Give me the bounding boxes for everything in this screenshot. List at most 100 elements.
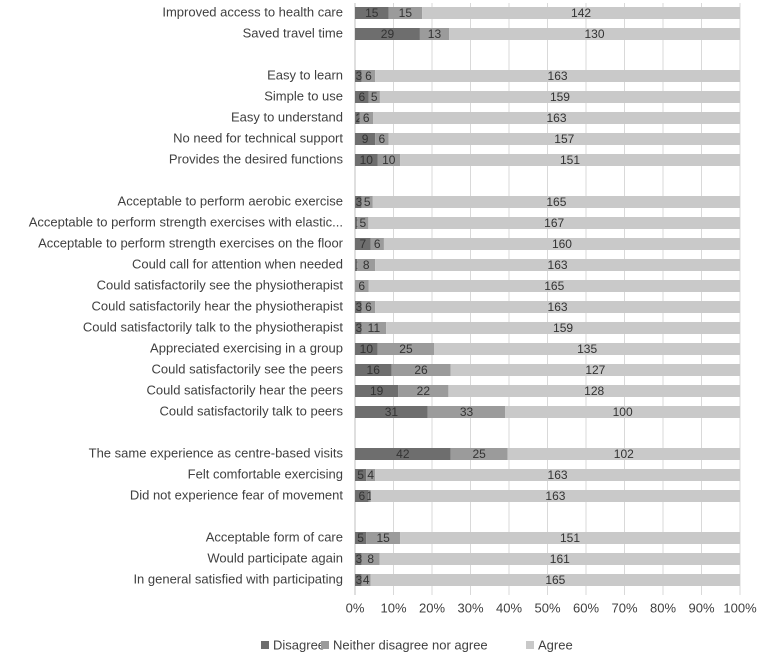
bar-segment [388, 133, 740, 145]
bar-segment [355, 469, 367, 481]
category-label: Could satisfactorily hear the peers [146, 382, 343, 397]
category-label: Could call for attention when needed [132, 256, 343, 271]
value-label: 31 [385, 405, 399, 419]
category-label: Would participate again [207, 550, 343, 565]
bar-segment [361, 196, 373, 208]
value-label: 1 [366, 489, 373, 503]
bar-segment [366, 469, 376, 481]
bar-segment [355, 301, 362, 313]
bar-segment [379, 91, 740, 103]
bar-segment [370, 490, 740, 502]
category-label: Easy to understand [231, 109, 343, 124]
legend-label: Neither disagree nor agree [333, 637, 488, 652]
x-tick-label: 50% [534, 600, 560, 615]
category-label: Acceptable to perform strength exercises… [29, 214, 343, 229]
bar-segment [355, 259, 358, 271]
category-label: Saved travel time [243, 25, 343, 40]
bar-segment [373, 112, 740, 124]
value-label: 142 [571, 6, 591, 20]
value-label: 128 [584, 384, 604, 398]
bar-segment [419, 28, 450, 40]
bar-segment [368, 280, 740, 292]
value-label: 9 [362, 132, 369, 146]
bar-segment [355, 532, 367, 544]
x-tick-label: 100% [723, 600, 757, 615]
value-label: 29 [381, 27, 395, 41]
value-label: 151 [560, 153, 580, 167]
bar-segment [507, 448, 740, 460]
value-label: 163 [548, 69, 568, 83]
value-label: 22 [417, 384, 431, 398]
bar-segment [388, 7, 423, 19]
legend-label: Agree [538, 637, 573, 652]
bar-segment [355, 28, 420, 40]
bar-segment [375, 133, 389, 145]
bar-segment [355, 7, 389, 19]
category-label: Appreciated exercising in a group [150, 340, 343, 355]
value-label: 3 [356, 552, 363, 566]
value-label: 10 [360, 342, 374, 356]
value-label: 163 [548, 468, 568, 482]
bar-segment [434, 343, 740, 355]
value-label: 6 [358, 90, 365, 104]
category-label: Could satisfactorily talk to peers [159, 403, 343, 418]
value-label: 7 [359, 237, 366, 251]
category-label: The same experience as centre-based visi… [89, 445, 344, 460]
bar-segment [450, 364, 740, 376]
value-label: 15 [376, 531, 390, 545]
category-label: Improved access to health care [162, 4, 343, 19]
bar-segment [355, 217, 358, 229]
bar-segment [368, 217, 740, 229]
x-tick-label: 0% [346, 600, 365, 615]
category-label: In general satisfied with participating [133, 571, 343, 586]
value-label: 13 [428, 27, 442, 41]
value-label: 165 [545, 573, 565, 587]
bar-segment [377, 343, 435, 355]
value-label: 127 [585, 363, 605, 377]
value-label: 6 [358, 489, 365, 503]
bar-segment [355, 133, 376, 145]
value-label: 159 [553, 321, 573, 335]
bar-segment [370, 574, 740, 586]
x-tick-label: 30% [457, 600, 483, 615]
bar-segment [377, 154, 401, 166]
bar-segment [355, 574, 362, 586]
category-label: Acceptable to perform strength exercises… [38, 235, 344, 250]
value-label: 135 [577, 342, 597, 356]
value-label: 25 [399, 342, 413, 356]
bar-segment [422, 7, 740, 19]
bar-segment [361, 322, 387, 334]
category-label: Easy to learn [267, 67, 343, 82]
bar-segment [355, 112, 360, 124]
value-label: 5 [359, 216, 366, 230]
bar-segment [400, 532, 740, 544]
value-label: 4 [363, 573, 370, 587]
x-tick-label: 70% [611, 600, 637, 615]
bar-segment [355, 364, 392, 376]
bar-segment [375, 469, 740, 481]
bar-segment [355, 448, 451, 460]
value-label: 6 [379, 132, 386, 146]
value-label: 100 [613, 405, 633, 419]
value-label: 25 [472, 447, 486, 461]
bar-segment [361, 70, 376, 82]
bar-segment [355, 154, 378, 166]
bar-segment [368, 91, 380, 103]
value-label: 6 [374, 237, 381, 251]
value-label: 3 [356, 321, 363, 335]
bar-segment [386, 322, 740, 334]
value-label: 6 [358, 279, 365, 293]
value-label: 2 [356, 111, 363, 125]
x-tick-label: 60% [573, 600, 599, 615]
value-label: 151 [560, 531, 580, 545]
bar-segment [355, 343, 378, 355]
bar-segment [357, 259, 376, 271]
x-tick-label: 10% [380, 600, 406, 615]
category-label: Could satisfactorily see the physiothera… [97, 277, 344, 292]
category-label: Acceptable form of care [206, 529, 343, 544]
legend-swatch [321, 641, 329, 649]
category-label: Could satisfactorily talk to the physiot… [83, 319, 344, 334]
legend-swatch [261, 641, 269, 649]
bar-segment [361, 574, 371, 586]
